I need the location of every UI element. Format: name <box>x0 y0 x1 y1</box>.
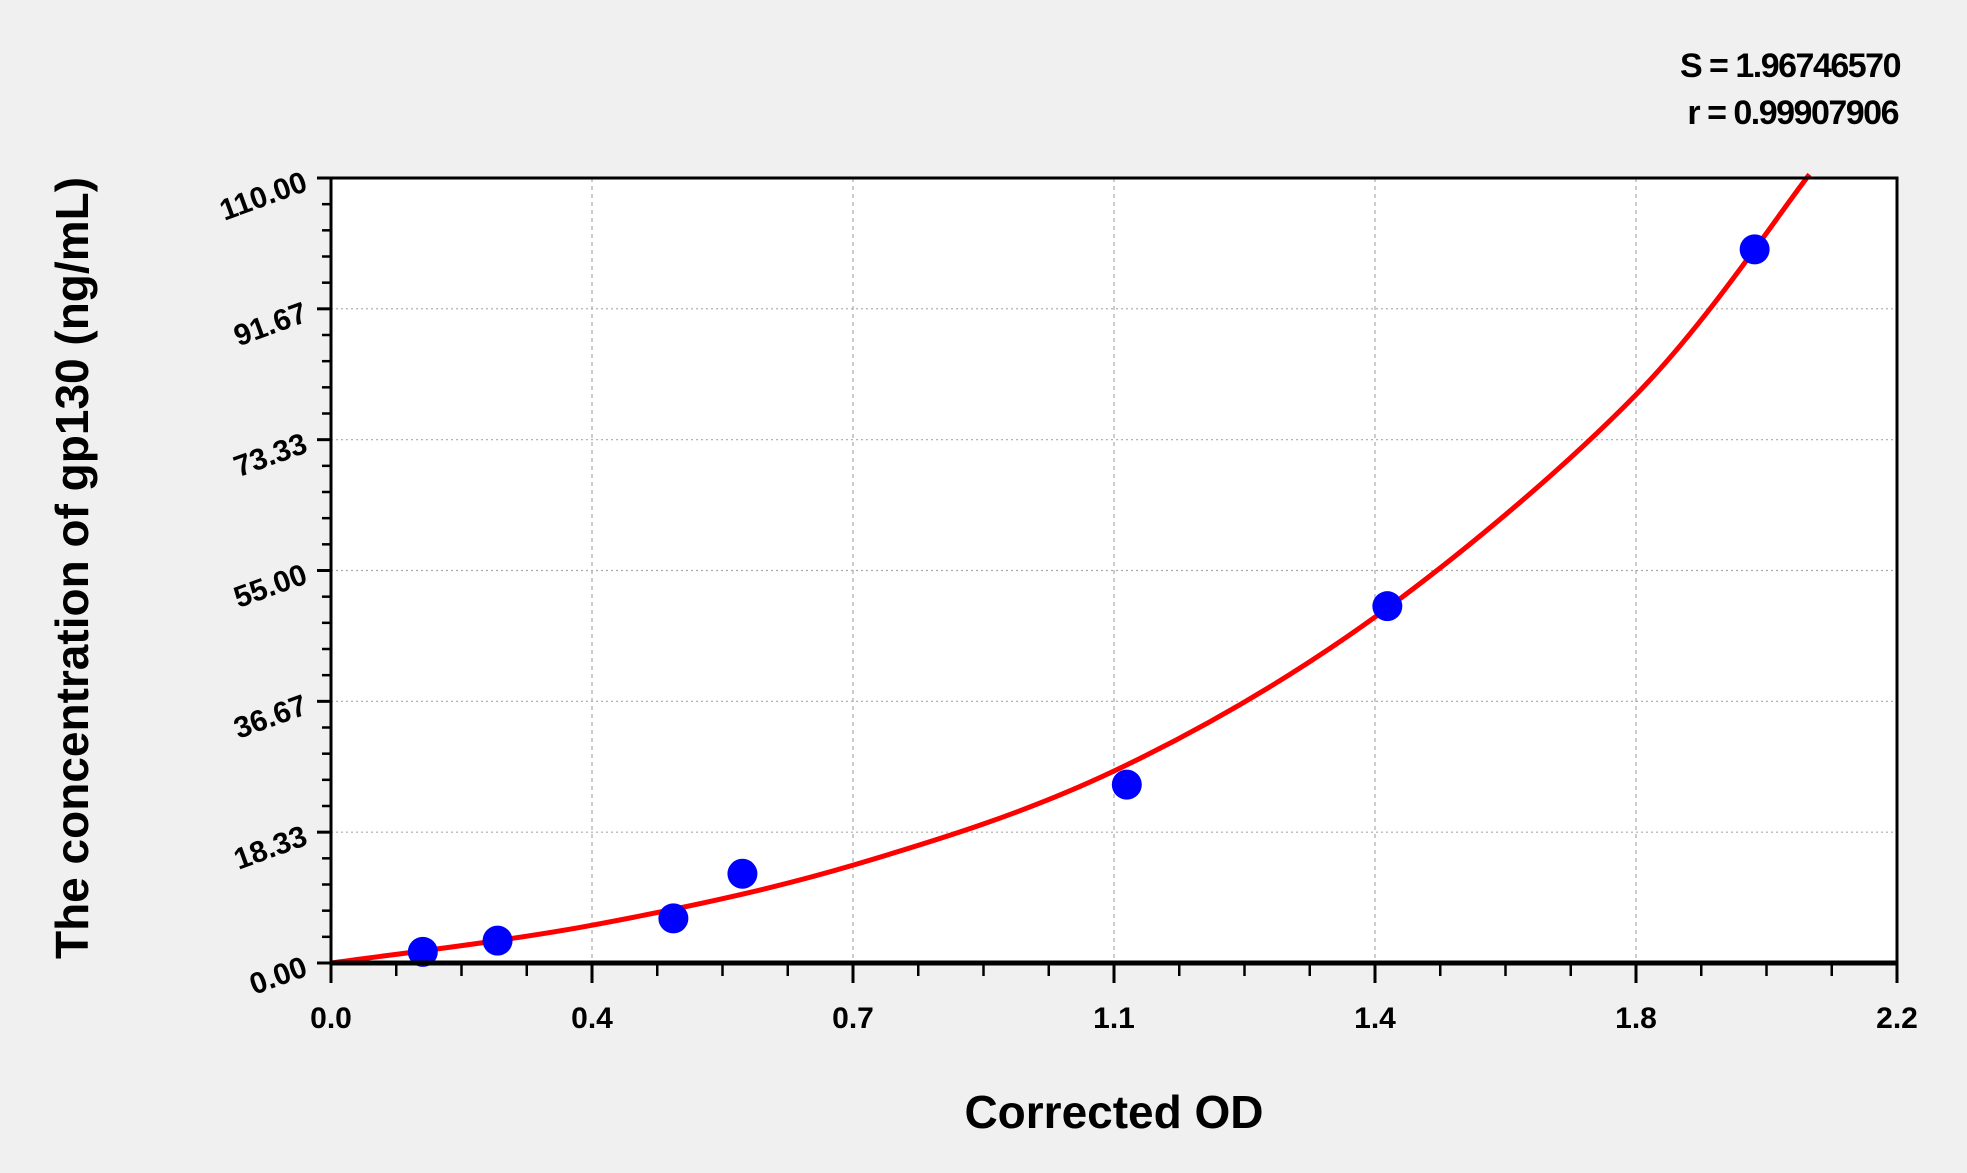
x-tick-label: 1.1 <box>1093 1002 1135 1035</box>
y-tick-label: 91.67 <box>230 296 312 353</box>
y-tick-labels: 0.00 18.33 36.67 55.00 73.33 91.67 110.00 <box>215 166 311 1002</box>
x-tick-label: 0.0 <box>310 1002 352 1035</box>
data-points <box>407 234 1770 967</box>
x-tick-label: 0.4 <box>571 1002 613 1035</box>
y-axis-label: The concentration of gp130 (ng/mL) <box>46 177 98 959</box>
stat-s: S = 1.96746570 <box>1680 47 1901 85</box>
x-axis-label: Corrected OD <box>964 1086 1263 1138</box>
x-tick-labels: 0.0 0.4 0.7 1.1 1.4 1.8 2.2 <box>310 1002 1918 1035</box>
data-point <box>407 936 438 967</box>
fit-curve <box>330 172 1812 966</box>
data-point <box>658 903 689 934</box>
x-tick-label: 1.8 <box>1615 1002 1657 1035</box>
y-tick-label: 55.00 <box>230 558 312 615</box>
data-point <box>1739 234 1770 265</box>
y-tick-label: 18.33 <box>230 820 312 877</box>
y-tick-label: 73.33 <box>230 427 312 484</box>
y-tick-label: 110.00 <box>215 166 311 228</box>
stat-r: r = 0.99907906 <box>1687 94 1898 132</box>
data-point <box>1372 591 1403 622</box>
y-tick-label: 36.67 <box>230 689 312 746</box>
grid <box>331 178 1897 963</box>
data-point <box>482 925 513 956</box>
x-tick-label: 1.4 <box>1354 1002 1396 1035</box>
data-point <box>727 858 758 889</box>
y-tick-label: 0.00 <box>245 951 311 1002</box>
x-tick-label: 0.7 <box>832 1002 874 1035</box>
x-tick-label: 2.2 <box>1876 1002 1918 1035</box>
data-point <box>1111 769 1142 800</box>
